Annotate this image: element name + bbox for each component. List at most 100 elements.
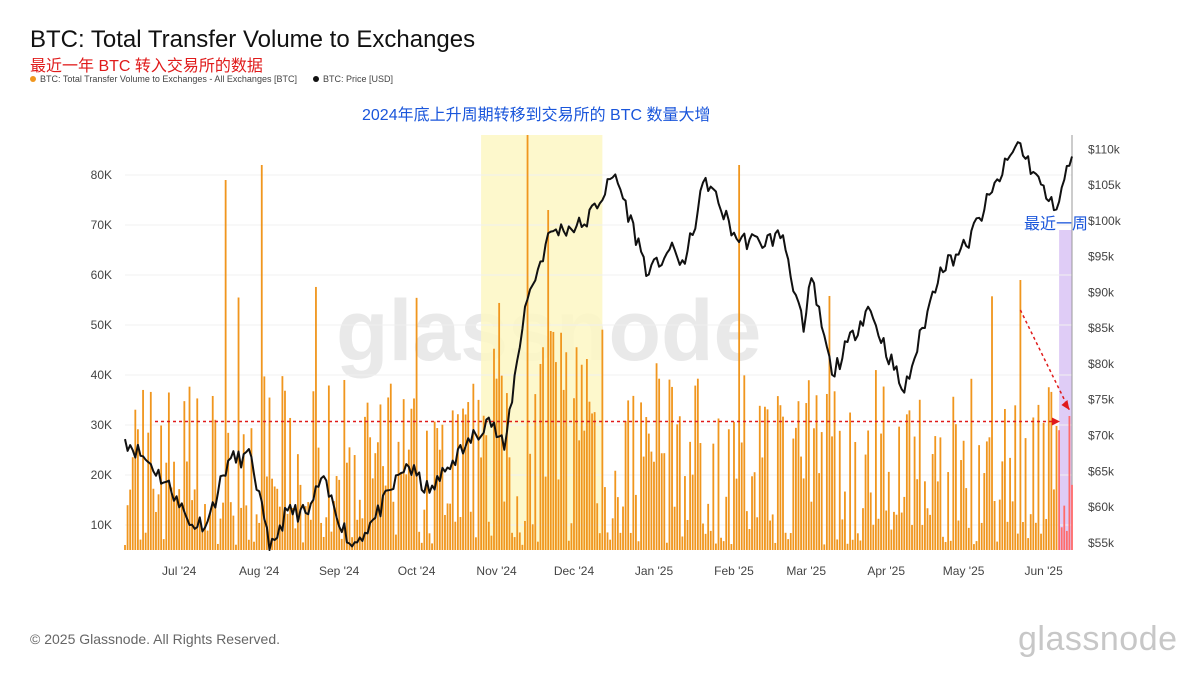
volume-bar (1001, 461, 1004, 550)
y-left-tick-label: 30K (91, 418, 112, 432)
volume-bar (769, 520, 771, 550)
volume-bar (725, 496, 728, 550)
volume-bar (536, 541, 539, 550)
volume-bar (802, 478, 805, 550)
x-tick-label: Apr '25 (867, 564, 905, 578)
volume-bar (908, 410, 911, 550)
legend-item-volume[interactable]: BTC: Total Transfer Volume to Exchanges … (30, 74, 297, 84)
volume-bar (402, 399, 405, 550)
volume-bar (451, 410, 454, 550)
volume-bar (756, 517, 759, 550)
volume-bar (624, 421, 627, 550)
volume-bar (565, 352, 568, 550)
volume-bar (263, 376, 266, 550)
volume-bar (209, 513, 212, 550)
volume-bar (627, 400, 630, 550)
volume-bar (247, 539, 250, 550)
volume-bar (268, 397, 271, 550)
volume-bar (446, 503, 449, 550)
volume-bar (555, 362, 557, 550)
y-left-tick-label: 50K (91, 318, 112, 332)
volume-bar (407, 449, 410, 550)
x-tick-label: Nov '24 (476, 564, 517, 578)
volume-bar (552, 331, 555, 550)
x-tick-label: May '25 (943, 564, 985, 578)
volume-bar (735, 478, 738, 550)
volume-bar (764, 406, 766, 550)
volume-bar (431, 543, 433, 550)
volume-bar (198, 519, 201, 550)
volume-bar (707, 503, 710, 550)
volume-bar (771, 514, 774, 550)
volume-bar (877, 518, 880, 550)
volume-bar (382, 466, 384, 550)
volume-bar (219, 518, 222, 550)
volume-bar (1042, 422, 1045, 550)
volume-bar (1037, 404, 1040, 550)
volume-bar (511, 532, 513, 550)
volume-bar (320, 522, 323, 550)
volume-bar (849, 412, 851, 550)
volume-bar (397, 441, 400, 550)
volume-bar (934, 436, 937, 550)
volume-bar (567, 540, 570, 550)
arrow-head (1061, 400, 1070, 410)
volume-bar (898, 426, 901, 550)
volume-bar (807, 380, 810, 550)
volume-bar (745, 511, 748, 550)
volume-bar (160, 425, 163, 550)
volume-bar (333, 501, 335, 550)
legend-label-volume: BTC: Total Transfer Volume to Exchanges … (40, 74, 297, 84)
volume-bar (467, 402, 470, 550)
volume-bar (423, 509, 426, 550)
chart-subtitle: 最近一年 BTC 转入交易所的数据 (30, 58, 263, 75)
volume-bar (890, 529, 893, 550)
y-right-tick-label: $55k (1088, 536, 1115, 550)
volume-bar (485, 435, 488, 550)
legend-label-price: BTC: Price [USD] (322, 74, 393, 84)
chart-title: BTC: Total Transfer Volume to Exchanges (30, 26, 476, 53)
volume-bar (629, 532, 632, 550)
volume-bar (1065, 530, 1068, 550)
x-tick-label: Mar '25 (786, 564, 826, 578)
volume-bar (715, 543, 717, 550)
volume-bar (456, 414, 459, 550)
volume-bar (616, 497, 619, 550)
volume-bar (441, 424, 444, 550)
y-right-tick-label: $95k (1088, 250, 1115, 264)
reference-arrow-head (1052, 417, 1060, 426)
volume-bar (508, 457, 511, 550)
x-tick-label: Jan '25 (635, 564, 674, 578)
volume-bar (410, 408, 413, 550)
volume-bar (227, 432, 230, 550)
volume-bar (789, 533, 792, 550)
y-right-tick-label: $80k (1088, 357, 1115, 371)
volume-bar (1027, 538, 1030, 550)
volume-bar (766, 409, 769, 550)
volume-bar (374, 453, 377, 550)
volume-bar (962, 440, 965, 550)
volume-bar (222, 502, 224, 550)
volume-bar (640, 402, 642, 550)
volume-bar (312, 391, 315, 550)
volume-bar (1004, 408, 1006, 550)
legend-dot-volume (30, 76, 36, 82)
volume-bar (165, 462, 168, 550)
volume-bar (1053, 489, 1055, 550)
volume-bar (1047, 387, 1050, 550)
volume-bar (926, 508, 929, 550)
volume-bar (524, 520, 526, 550)
volume-bar (931, 454, 934, 550)
volume-bar (134, 409, 137, 550)
volume-bar (702, 523, 704, 550)
volume-bar (805, 403, 808, 550)
volume-bar (214, 419, 217, 550)
volume-bar (980, 522, 983, 550)
volume-bar (637, 541, 640, 550)
volume-bar (547, 210, 550, 550)
volume-bar (841, 519, 844, 550)
volume-bar (957, 520, 960, 550)
legend-item-price[interactable]: BTC: Price [USD] (312, 74, 393, 84)
brand-logo: glassnode (1018, 620, 1178, 658)
x-tick-label: Feb '25 (714, 564, 754, 578)
